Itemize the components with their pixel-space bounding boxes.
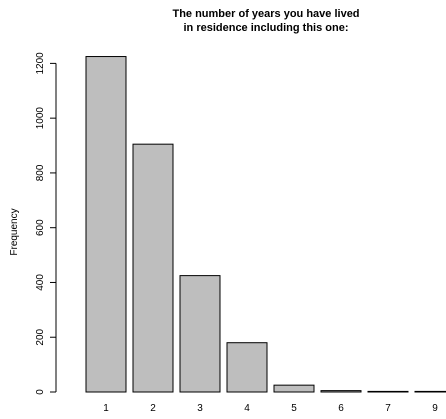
x-tick-labels: 1 2 3 4 5 6 7 9: [103, 403, 438, 414]
y-axis: 0 200 400 600 800 1000 1200: [35, 52, 57, 395]
x-tick-label: 4: [244, 403, 250, 414]
bar-4: [226, 342, 268, 393]
bar-1: [85, 56, 127, 393]
x-tick-label: 9: [432, 403, 438, 414]
y-tick-label: 800: [35, 164, 46, 181]
y-tick-label: 600: [35, 219, 46, 236]
bar-2: [132, 143, 174, 393]
chart-title-line-2: in residence including this one:: [183, 22, 348, 34]
x-tick-label: 3: [197, 403, 203, 414]
y-tick-label: 400: [35, 274, 46, 291]
bar-9: [414, 390, 446, 393]
bar-3: [179, 275, 221, 393]
bars: [85, 56, 446, 393]
bar-5: [273, 384, 315, 393]
chart-title-line-1: The number of years you have lived: [172, 8, 359, 20]
bar-6: [320, 390, 362, 393]
y-tick-label: 1200: [35, 52, 46, 75]
x-tick-label: 6: [338, 403, 344, 414]
x-tick-label: 7: [385, 403, 391, 414]
x-tick-label: 5: [291, 403, 297, 414]
y-tick-label: 200: [35, 328, 46, 345]
bar-7: [367, 390, 409, 393]
x-tick-label: 1: [103, 403, 109, 414]
y-tick-label: 1000: [35, 107, 46, 130]
y-axis-label-group: Frequency: [9, 208, 20, 255]
chart-title: The number of years you have lived in re…: [172, 8, 359, 34]
x-tick-label: 2: [150, 403, 156, 414]
y-axis-label: Frequency: [9, 208, 20, 255]
y-tick-label: 0: [35, 389, 46, 395]
